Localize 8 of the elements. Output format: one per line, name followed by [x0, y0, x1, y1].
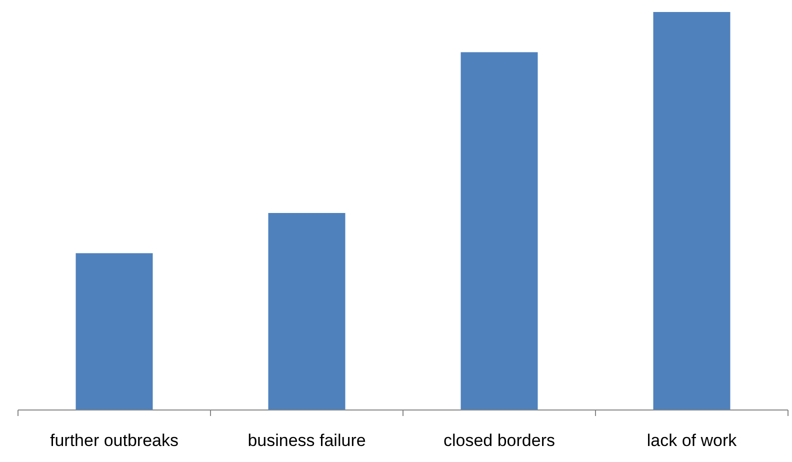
bar [653, 12, 730, 410]
x-tick-label: closed borders [443, 431, 556, 450]
x-tick-label: lack of work [646, 431, 738, 450]
x-tick-label: business failure [248, 431, 366, 450]
bar [268, 212, 346, 410]
bar [460, 52, 538, 410]
bar [76, 253, 153, 410]
x-tick-label: further outbreaks [50, 431, 179, 450]
